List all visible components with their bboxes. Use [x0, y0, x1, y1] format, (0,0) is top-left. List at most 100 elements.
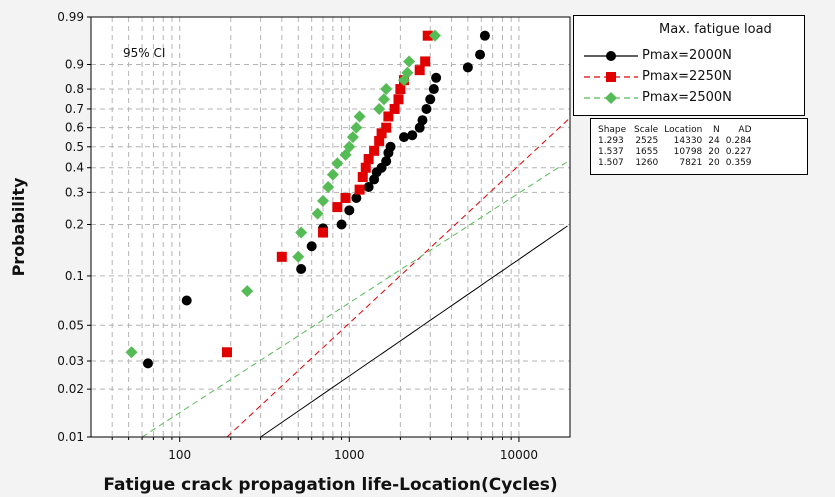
stats-row: 1.507 1260 7821 20 0.359	[595, 158, 755, 169]
y-axis-title: Probability	[9, 177, 28, 276]
data-point	[475, 49, 486, 60]
data-point	[401, 66, 414, 79]
data-point	[331, 157, 344, 170]
data-point	[395, 84, 406, 95]
stats-row: 1.293 2525 14330 24 0.284	[595, 136, 755, 147]
data-point	[318, 227, 329, 238]
data-point	[363, 154, 374, 165]
confidence-bands	[141, 117, 571, 438]
stats-cell: 7821	[679, 158, 703, 168]
y-tick-label: 0.7	[65, 102, 84, 116]
stats-cell: 0.227	[725, 147, 752, 157]
stats-header-cell: Shape	[598, 125, 627, 135]
series-1-fit-group	[260, 225, 568, 438]
stats-header-row: Shape Scale Location N AD	[595, 125, 755, 136]
y-tick-label: 0.1	[65, 269, 84, 283]
series-1-fit-line	[260, 225, 568, 438]
data-point	[357, 171, 368, 182]
stats-cell: 1655	[635, 147, 659, 157]
data-point	[221, 347, 232, 358]
legend-swatch	[584, 92, 638, 104]
data-point	[373, 102, 386, 115]
data-point	[421, 103, 432, 114]
data-point	[380, 83, 393, 96]
data-point	[425, 94, 436, 105]
fit-statistics-table: Shape Scale Location N AD 1.293 2525 14330 24 0.…	[590, 118, 808, 175]
legend-swatch	[584, 51, 638, 61]
data-point	[350, 121, 363, 134]
data-point	[317, 194, 330, 207]
data-point	[326, 168, 339, 181]
legend-entry-2: Pmax=2250N	[574, 68, 804, 86]
stats-body: 1.293 2525 14330 24 0.284 1.537 1655 10798 20 0.2…	[595, 136, 755, 169]
legend-title: Max. fatigue load	[659, 22, 772, 37]
series-3-points	[125, 29, 442, 359]
series-1-points	[142, 30, 490, 369]
legend-label: Pmax=2500N	[642, 90, 732, 105]
data-point	[383, 111, 394, 122]
data-point	[332, 202, 343, 213]
data-point	[346, 131, 359, 144]
x-tick-label: 1000	[334, 448, 365, 462]
stats-cell: 0.359	[725, 158, 752, 168]
data-point	[241, 285, 254, 298]
data-point	[393, 94, 404, 105]
grid-lines	[91, 17, 570, 437]
series-3-fit-group	[141, 160, 569, 438]
y-tick-label: 0.8	[65, 82, 84, 96]
stats-cell: 2525	[635, 136, 659, 146]
legend-swatch	[584, 72, 638, 82]
stats-cell: 0.284	[725, 136, 752, 146]
stats-cell: 24	[708, 136, 720, 146]
y-tick-label: 0.2	[65, 217, 84, 231]
series-2-points	[221, 30, 433, 358]
data-point	[306, 241, 317, 252]
y-tick-label: 0.3	[65, 185, 84, 199]
data-point	[181, 295, 192, 306]
y-tick-label: 0.05	[57, 318, 84, 332]
stats-row: 1.537 1655 10798 20 0.227	[595, 147, 755, 158]
data-point	[414, 65, 425, 76]
data-point	[353, 110, 366, 123]
legend-entry-3: Pmax=2500N	[574, 89, 804, 107]
stats-header-cell: AD	[738, 125, 752, 135]
data-point	[398, 132, 409, 143]
data-point	[431, 72, 442, 83]
x-tick-label: 100	[168, 448, 191, 462]
data-point	[276, 251, 287, 262]
y-tick-label: 0.9	[65, 58, 84, 72]
y-tick-label: 0.6	[65, 121, 84, 135]
data-point	[295, 226, 308, 239]
data-point	[420, 56, 431, 67]
data-point	[125, 346, 138, 359]
data-points	[125, 29, 490, 369]
stats-cell: 1.507	[598, 158, 624, 168]
series-2-fit-line	[226, 117, 571, 438]
stats-cell: 14330	[673, 136, 703, 146]
y-tick-label: 0.5	[65, 140, 84, 154]
data-point	[142, 358, 153, 369]
legend-label: Pmax=2000N	[642, 48, 732, 63]
x-axis-title: Fatigue crack propagation life-Location(…	[103, 475, 557, 495]
ci-annotation: 95% CI	[123, 46, 165, 60]
data-point	[336, 219, 347, 230]
y-tick-label: 0.01	[57, 430, 84, 444]
y-tick-label: 0.03	[57, 354, 84, 368]
data-point	[351, 192, 362, 203]
data-point	[385, 141, 396, 152]
legend-label: Pmax=2250N	[642, 69, 732, 84]
stats-header-cell: Location	[664, 125, 703, 135]
stats-cell: 1.537	[598, 147, 624, 157]
data-point	[377, 93, 390, 106]
data-point	[374, 135, 385, 146]
data-point	[322, 180, 335, 193]
data-point	[422, 30, 433, 41]
legend-entry-1: Pmax=2000N	[574, 47, 804, 65]
stats-header-cell: N	[713, 125, 720, 135]
data-point	[407, 130, 418, 141]
data-point	[360, 162, 371, 173]
stats-cell: 1.293	[598, 136, 624, 146]
series-3-fit-line	[141, 160, 569, 438]
